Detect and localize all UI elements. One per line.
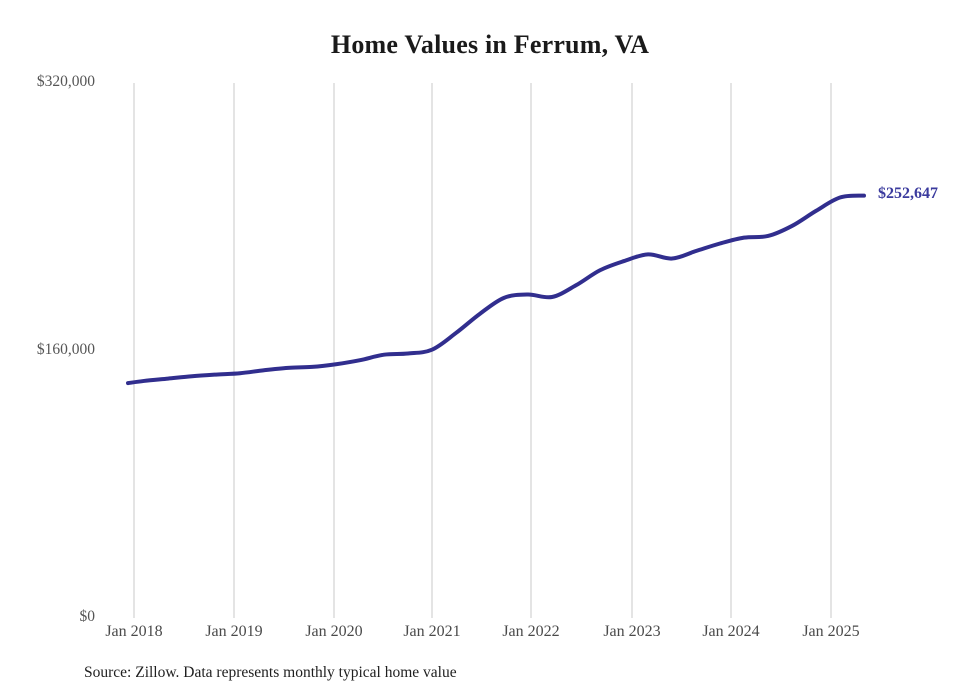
y-tick-label: $0 [79, 608, 96, 625]
source-note: Source: Zillow. Data represents monthly … [84, 664, 457, 681]
x-tick-label: Jan 2020 [305, 623, 363, 640]
x-tick-label: Jan 2022 [502, 623, 560, 640]
y-tick-label: $320,000 [36, 73, 95, 90]
end-value-label: $252,647 [878, 184, 938, 202]
x-tick-label: Jan 2025 [802, 623, 860, 640]
gridlines [133, 83, 832, 618]
x-tick-label: Jan 2018 [105, 623, 163, 640]
x-tick-label: Jan 2021 [403, 623, 461, 640]
chart-title: Home Values in Ferrum, VA [330, 30, 650, 59]
home-value-line [126, 193, 866, 386]
x-tick-label: Jan 2023 [603, 623, 661, 640]
x-tick-label: Jan 2024 [702, 623, 760, 640]
x-tick-label: Jan 2019 [205, 623, 263, 640]
y-tick-label: $160,000 [36, 340, 95, 358]
